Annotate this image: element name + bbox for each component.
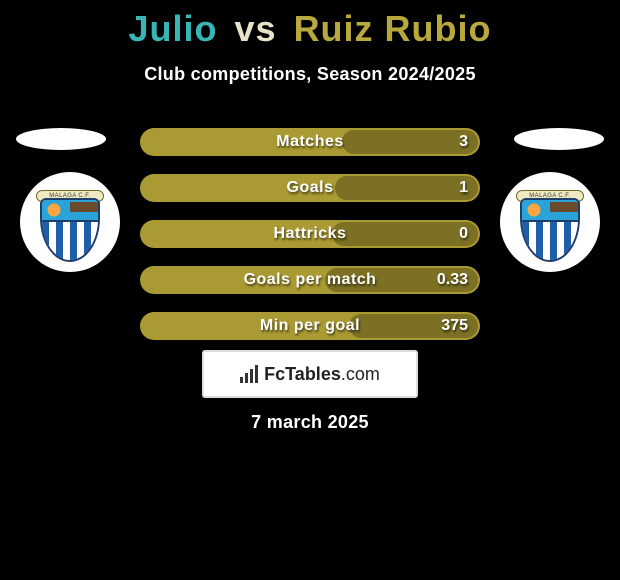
stat-value: 0.33 — [437, 266, 468, 294]
stat-value: 375 — [441, 312, 468, 340]
stat-pill: Goals per match0.33 — [140, 266, 480, 294]
stat-row: Hattricks0 — [0, 208, 620, 254]
stats-container: Matches3Goals1Hattricks0Goals per match0… — [0, 116, 620, 346]
stat-pill: Hattricks0 — [140, 220, 480, 248]
date-text: 7 march 2025 — [0, 412, 620, 433]
stat-label: Goals — [140, 174, 480, 202]
stat-pill: Matches3 — [140, 128, 480, 156]
brand-box[interactable]: FcTables.com — [202, 350, 418, 398]
stat-value: 0 — [459, 220, 468, 248]
bar-chart-icon — [240, 365, 260, 383]
stat-value: 1 — [459, 174, 468, 202]
player2-name: Ruiz Rubio — [294, 8, 492, 49]
stat-pill: Goals1 — [140, 174, 480, 202]
brand-text: FcTables.com — [264, 364, 380, 385]
comparison-title: Julio vs Ruiz Rubio — [0, 0, 620, 50]
stat-label: Matches — [140, 128, 480, 156]
stat-row: Min per goal375 — [0, 300, 620, 346]
stat-row: Goals per match0.33 — [0, 254, 620, 300]
subtitle: Club competitions, Season 2024/2025 — [0, 64, 620, 85]
vs-word: vs — [235, 8, 277, 49]
stat-row: Goals1 — [0, 162, 620, 208]
stat-pill: Min per goal375 — [140, 312, 480, 340]
stat-row: Matches3 — [0, 116, 620, 162]
stat-label: Hattricks — [140, 220, 480, 248]
brand-domain: .com — [341, 364, 380, 384]
stat-label: Min per goal — [140, 312, 480, 340]
stat-label: Goals per match — [140, 266, 480, 294]
stat-value: 3 — [459, 128, 468, 156]
brand-name: FcTables — [264, 364, 341, 384]
player1-name: Julio — [128, 8, 217, 49]
